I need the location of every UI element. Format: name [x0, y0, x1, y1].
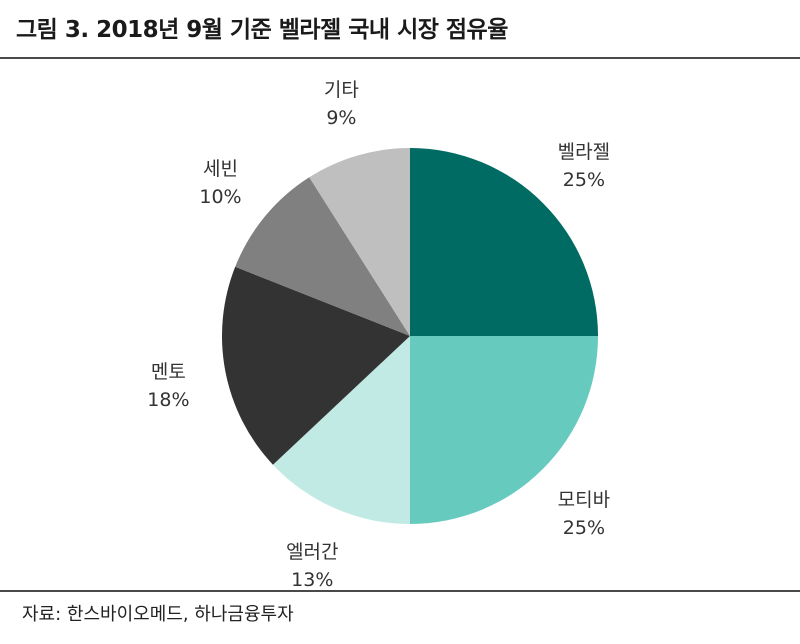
pie-slice-2: [272, 336, 410, 524]
pie-slice-3: [221, 266, 410, 465]
slice-label-4: 세빈: [203, 158, 238, 180]
slice-value-label-1: 25%: [563, 517, 605, 539]
slice-label-0: 벨라젤: [558, 141, 610, 163]
source-note: 자료: 한스바이오메드, 하나금융투자: [22, 604, 294, 625]
chart-title: 그림 3. 2018년 9월 기준 벨라젤 국내 시장 점유율: [16, 17, 508, 43]
title-divider: [0, 57, 800, 59]
pie-slice-4: [235, 177, 410, 336]
slice-label-5: 기타: [324, 79, 359, 101]
slice-value-label-3: 18%: [147, 389, 189, 411]
pie-slice-5: [309, 148, 410, 336]
slice-value-label-5: 9%: [326, 107, 356, 129]
pie-slice-0: [410, 148, 598, 336]
slice-value-label-2: 13%: [291, 569, 333, 590]
pie-chart: 벨라젤 25% 모티바 25% 엘러간 13% 멘토 18% 세빈 10% 기타 9%: [147, 79, 610, 590]
slice-label-3: 멘토: [151, 361, 186, 383]
pie-slice-1: [410, 336, 598, 524]
slice-value-label-0: 25%: [563, 169, 605, 191]
slice-value-label-4: 10%: [199, 186, 241, 208]
slice-label-1: 모티바: [558, 489, 610, 511]
footer-divider: [0, 590, 800, 592]
slice-label-2: 엘러간: [286, 541, 338, 563]
